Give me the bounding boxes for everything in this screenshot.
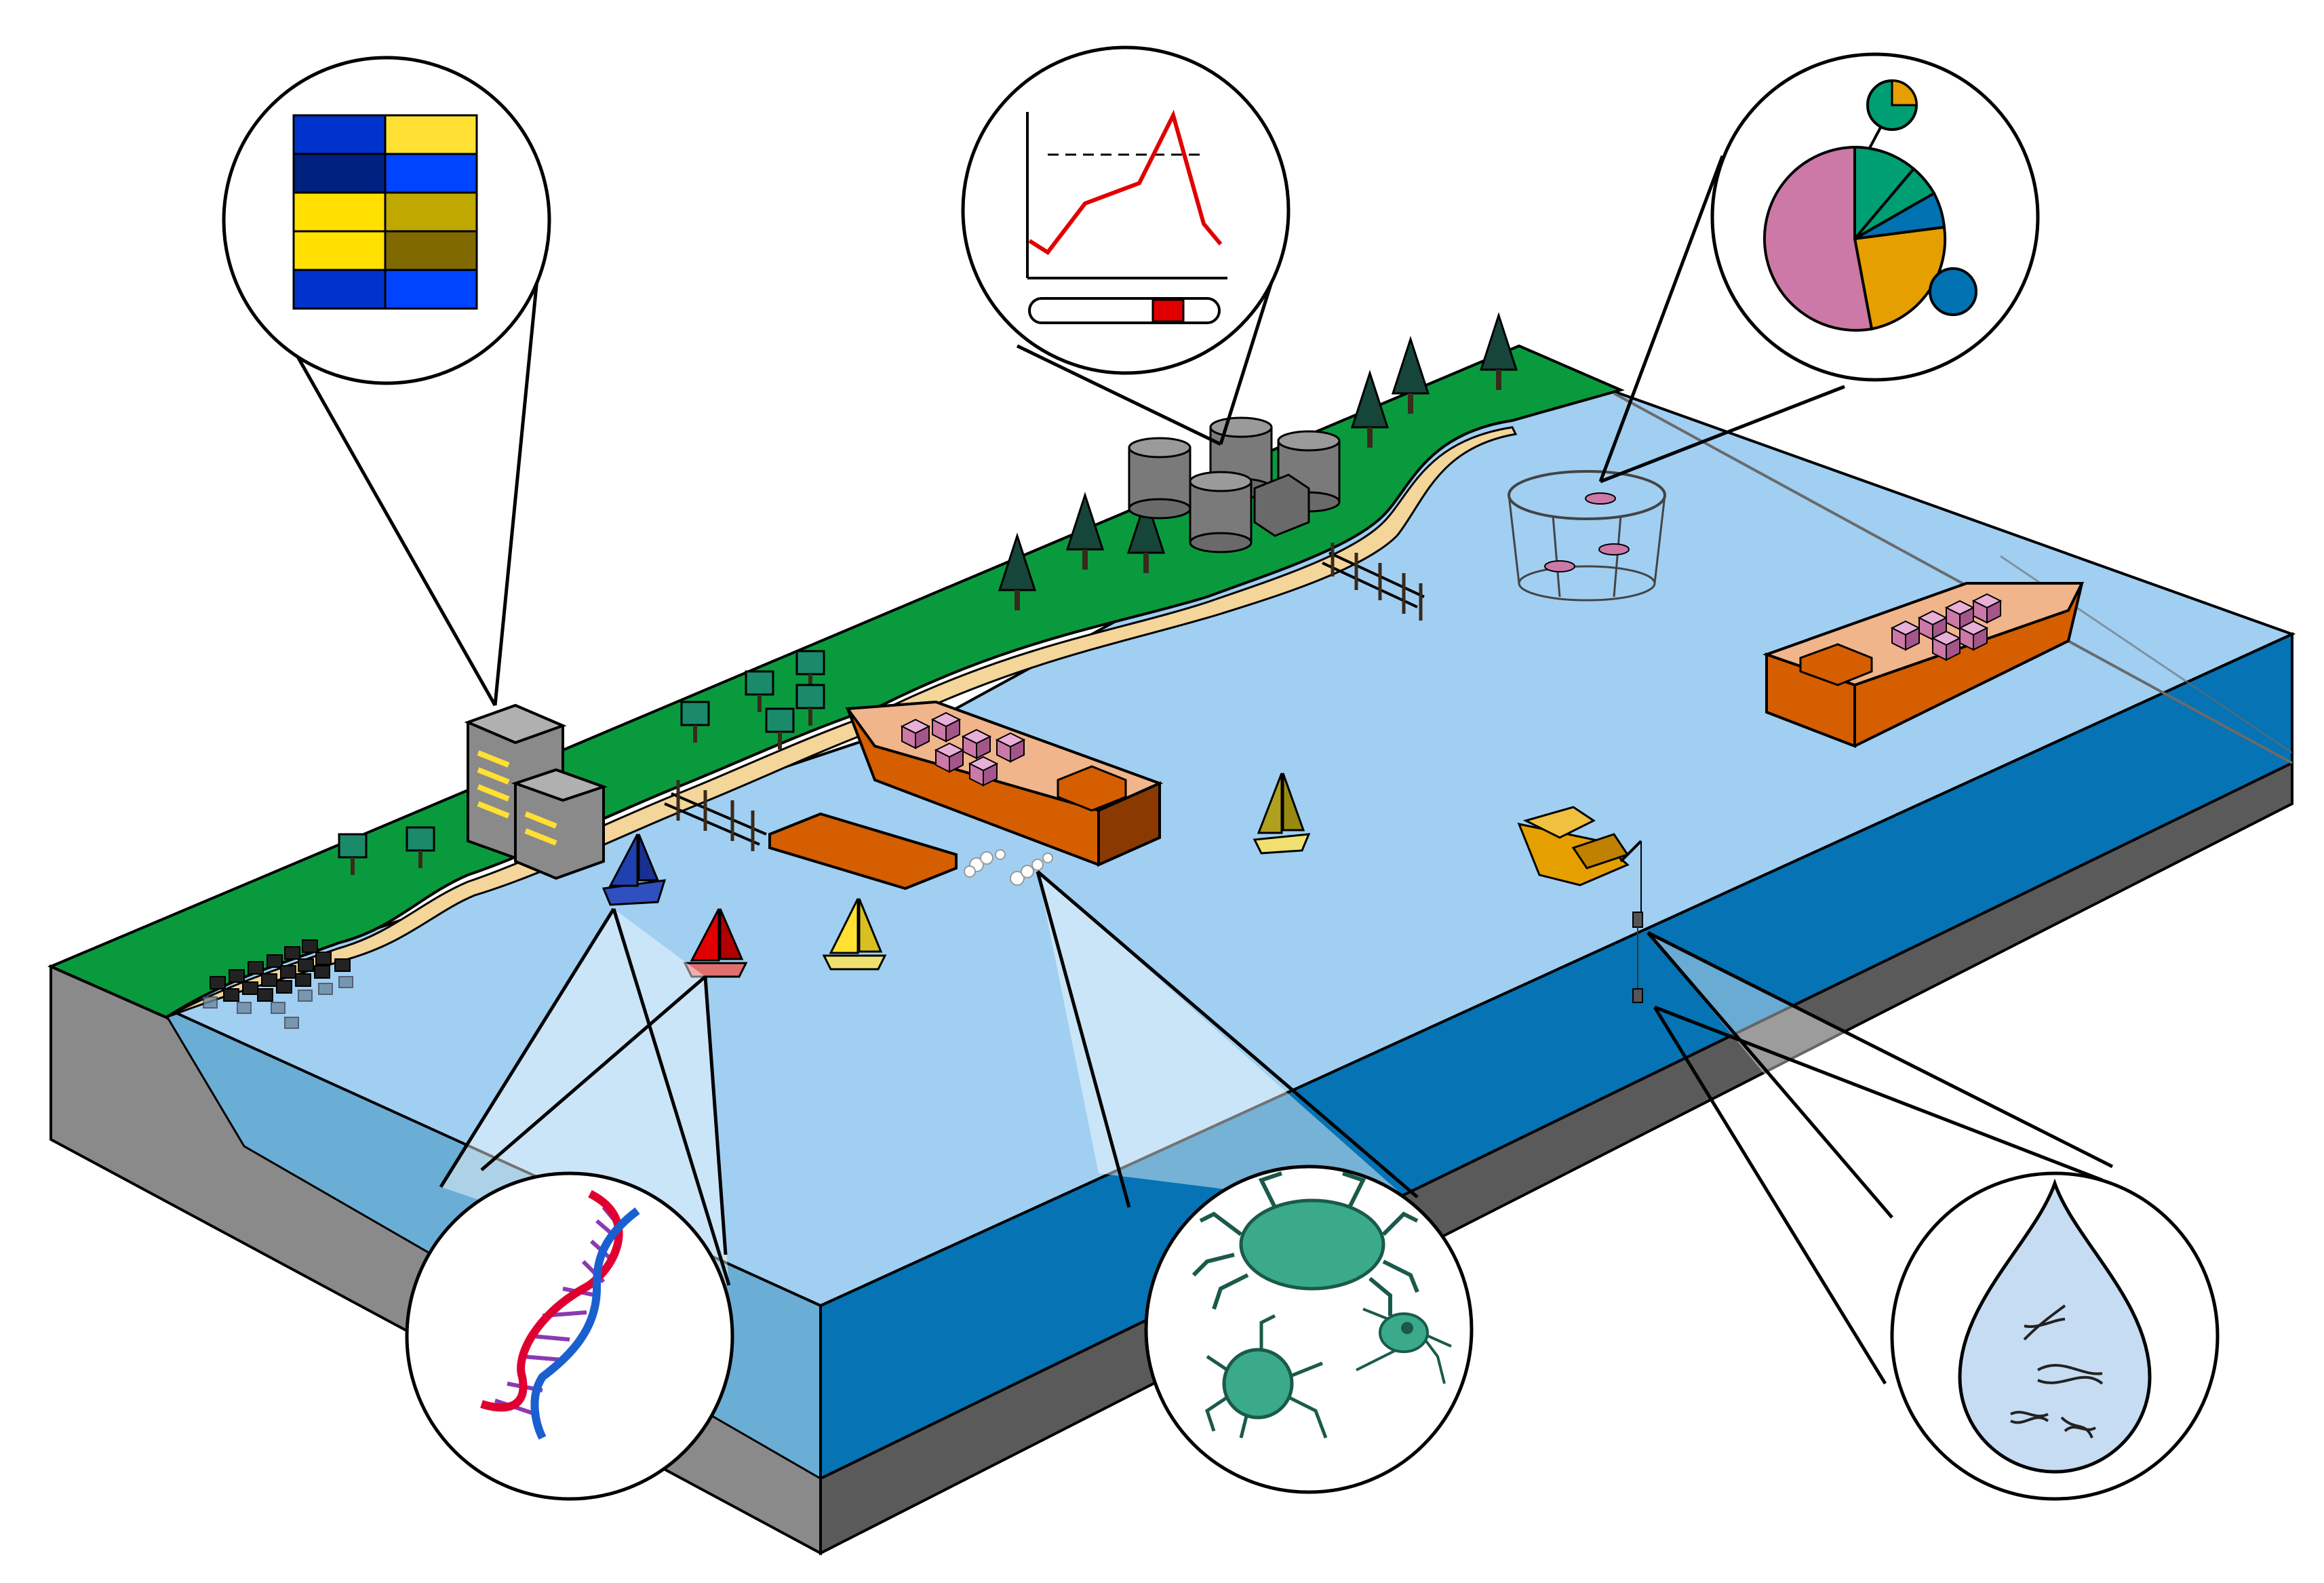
surface-edge-line: [1613, 392, 2293, 764]
sailboats: [602, 773, 1311, 978]
water-discharge-spray: [964, 849, 1053, 886]
aquaculture-net-pen: [1508, 470, 1666, 602]
storage-tanks: [1128, 416, 1341, 553]
pie-chart-network-icon: [1762, 79, 1977, 332]
piers: [664, 543, 1425, 851]
droplet-callout: [1890, 1171, 2220, 1501]
office-buildings: [464, 703, 608, 880]
sampling-cone-lines: [439, 870, 2114, 1385]
breakwater-rocks: [203, 939, 353, 1029]
crab-callout: [1144, 1165, 1474, 1494]
water-droplet-edna-icon: [1958, 1178, 2152, 1474]
threshold-line-chart-icon: [1026, 109, 1227, 324]
cargo-ship-docked: [845, 700, 1164, 867]
heatmap-callout: [222, 56, 551, 385]
heatmap-grid-icon: [292, 114, 478, 310]
pie-chart-callout: [1710, 52, 2040, 382]
cargo-ship-anchored: [1762, 582, 2085, 748]
dna-callout: [405, 1171, 734, 1501]
dna-double-helix-icon: [480, 1190, 640, 1440]
crab-and-larva-icon: [1191, 1171, 1452, 1439]
pontoons: [768, 812, 958, 891]
research-vessel: [1517, 806, 1643, 1003]
line-chart-callout: [961, 45, 1291, 375]
